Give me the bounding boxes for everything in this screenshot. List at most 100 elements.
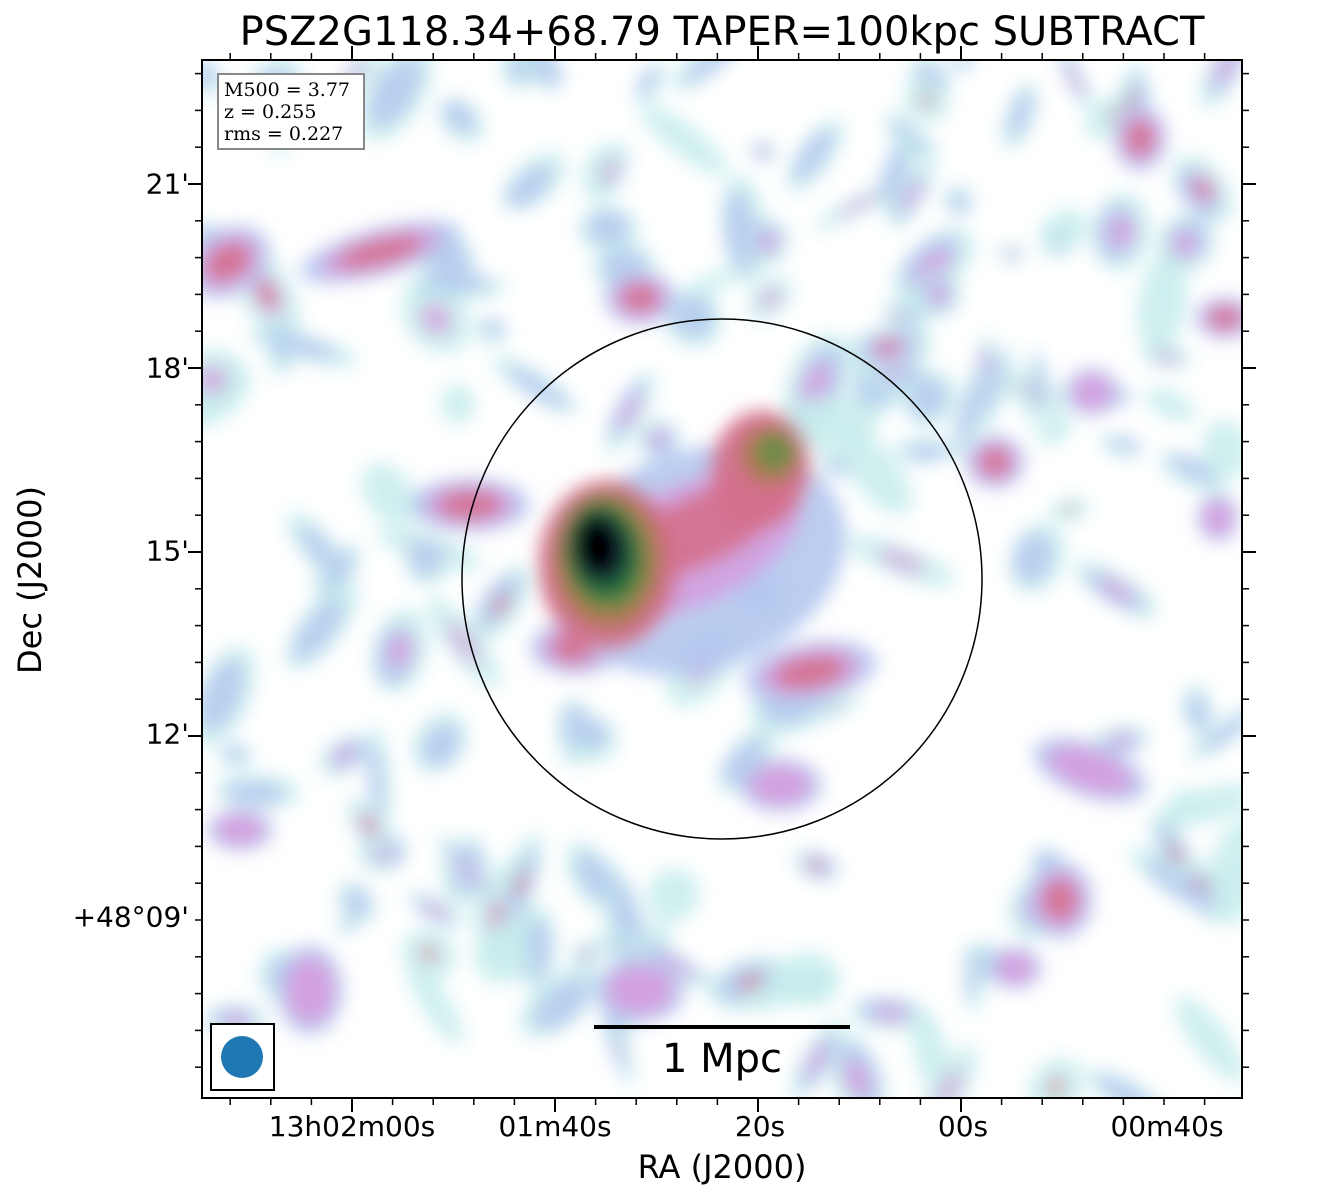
emission-blob — [1193, 179, 1212, 199]
emission-blob — [1047, 1078, 1065, 1096]
emission-blob — [1108, 732, 1134, 748]
emission-blob — [911, 1011, 949, 1091]
emission-blob — [321, 550, 355, 592]
emission-blob — [446, 621, 481, 664]
emission-blob — [981, 348, 991, 373]
emission-blob — [618, 394, 642, 432]
emission-blob — [1171, 230, 1199, 259]
emission-blob — [506, 165, 553, 208]
emission-blob — [261, 331, 339, 360]
emission-blob — [1192, 876, 1208, 890]
emission-blob — [1201, 419, 1242, 480]
axis-ticks — [188, 46, 1256, 1112]
emission-blob — [948, 191, 970, 214]
emission-blob — [1168, 842, 1184, 867]
emission-blob — [292, 597, 345, 661]
emission-blob — [507, 367, 569, 410]
emission-blob — [473, 927, 531, 984]
emission-blob — [257, 280, 278, 309]
emission-blob — [202, 658, 244, 732]
y-tick-label: 18' — [145, 351, 189, 385]
emission-blob — [1007, 90, 1034, 138]
emission-blob — [1077, 379, 1107, 405]
redshift-text: z = 0.255 — [224, 101, 317, 123]
emission-blob — [443, 100, 476, 133]
x-tick-label: 20s — [734, 1110, 786, 1143]
plot-frame — [201, 59, 1243, 1099]
y-tick-label: 21' — [145, 167, 189, 201]
emission-blob — [792, 128, 835, 181]
emission-blob — [586, 210, 630, 245]
m500-text: M500 = 3.77 — [224, 79, 351, 101]
emission-blob — [1106, 214, 1136, 250]
emission-blob — [1095, 1075, 1155, 1098]
emission-blob — [901, 180, 922, 211]
emission-blob — [1164, 783, 1242, 826]
chart-title: PSZ2G118.34+68.79 TAPER=100kpc SUBTRACT — [239, 9, 1205, 55]
emission-blob — [1067, 62, 1085, 95]
scale-bar-label: 1 Mpc — [661, 1036, 783, 1082]
emission-blob — [422, 900, 449, 918]
emission-blob — [1155, 351, 1179, 363]
emission-blob — [640, 104, 728, 175]
emission-blob — [872, 1005, 908, 1023]
emission-map — [202, 60, 1242, 1098]
info-box: M500 = 3.77 z = 0.255 rms = 0.227 — [217, 73, 365, 150]
emission-blob — [533, 978, 591, 1031]
emission-blob — [409, 540, 442, 577]
emission-blob — [482, 318, 506, 337]
emission-blob — [779, 396, 879, 452]
emission-blob — [646, 868, 700, 922]
emission-blob — [522, 919, 552, 980]
emission-blob — [757, 145, 770, 156]
emission-blob — [1108, 435, 1141, 452]
emission-blob — [636, 66, 659, 97]
x-tick-label: 00s — [937, 1110, 989, 1143]
emission-blob — [453, 854, 481, 887]
emission-blob — [919, 94, 934, 107]
emission-blob — [420, 946, 438, 962]
emission-blob — [964, 949, 979, 1001]
emission-blob — [362, 817, 376, 834]
emission-blob — [875, 340, 901, 355]
emission-blob — [648, 428, 668, 448]
emission-blob — [1047, 208, 1089, 249]
x-axis-label: RA (J2000) — [637, 1148, 807, 1186]
emission-blob — [809, 860, 823, 871]
y-tick-label: +48°09' — [72, 900, 189, 934]
emission-blob — [1137, 252, 1188, 356]
emission-blob — [497, 853, 527, 881]
emission-blob — [337, 235, 423, 269]
emission-blob — [603, 157, 621, 185]
emission-blob — [953, 60, 971, 71]
emission-blob — [202, 364, 228, 395]
emission-blob — [343, 887, 371, 917]
emission-blob — [292, 966, 328, 1014]
emission-blob — [842, 1058, 872, 1098]
emission-blob — [1005, 249, 1018, 259]
emission-blob — [1042, 879, 1078, 921]
emission-blob — [1214, 60, 1238, 86]
emission-blob — [880, 144, 908, 205]
emission-blob — [1032, 354, 1045, 413]
emission-blob — [222, 744, 248, 761]
emission-blob — [222, 818, 258, 842]
x-tick-label: 01m40s — [498, 1110, 612, 1143]
emission-blob — [438, 490, 502, 520]
emission-blob — [421, 723, 461, 768]
emission-blob — [838, 193, 879, 217]
emission-blob — [576, 852, 614, 901]
emission-blob — [1038, 412, 1072, 446]
emission-blob — [530, 60, 562, 87]
emission-blob — [1097, 576, 1135, 603]
emission-blob — [224, 781, 286, 806]
emission-blob — [407, 961, 464, 1045]
emission-blob — [927, 283, 950, 306]
emission-blob — [1186, 693, 1209, 731]
emission-blob — [979, 447, 1011, 477]
emission-blob — [620, 283, 660, 313]
y-axis-label: Dec (J2000) — [11, 486, 49, 674]
emission-blob — [1206, 505, 1230, 531]
emission-blob — [654, 950, 697, 978]
